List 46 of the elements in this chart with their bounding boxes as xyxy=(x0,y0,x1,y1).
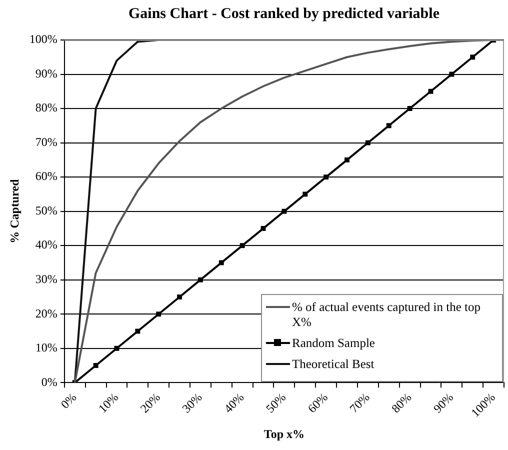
y-axis-title: % Captured xyxy=(7,178,22,244)
point xyxy=(470,54,476,60)
point xyxy=(344,157,350,162)
point xyxy=(407,106,412,111)
y-tick-label: 90% xyxy=(35,66,58,80)
x-tick-label: 60% xyxy=(304,390,330,416)
point xyxy=(386,123,392,128)
point xyxy=(449,72,454,77)
point xyxy=(93,363,98,368)
x-tick-label: 0% xyxy=(58,390,80,412)
legend-label: Random Sample xyxy=(292,336,375,351)
x-tick-label: 30% xyxy=(179,390,205,416)
point xyxy=(240,243,245,248)
x-tick-label: 70% xyxy=(346,390,372,416)
chart-title: Gains Chart - Cost ranked by predicted variable xyxy=(128,6,440,23)
point xyxy=(260,226,266,231)
y-tick-label: 70% xyxy=(35,134,58,149)
legend-label: % of actual events captured in the top X% xyxy=(292,300,482,330)
y-tick-label: 100% xyxy=(29,32,58,46)
point xyxy=(218,260,224,266)
x-tick-label: 80% xyxy=(388,390,414,416)
x-tick-label: 10% xyxy=(96,390,122,416)
point xyxy=(302,192,308,197)
y-tick-label: 20% xyxy=(35,306,58,320)
point xyxy=(428,88,434,94)
y-tick-label: 0% xyxy=(41,374,58,389)
point xyxy=(282,208,287,214)
point xyxy=(177,294,182,300)
x-tick-label: 40% xyxy=(221,390,247,416)
point xyxy=(156,312,162,317)
x-axis-title: Top x% xyxy=(264,426,304,441)
legend-label: Theoretical Best xyxy=(292,356,374,372)
y-tick-label: 50% xyxy=(35,203,58,218)
point xyxy=(365,140,370,146)
x-tick-label: 20% xyxy=(137,390,163,416)
point xyxy=(114,346,120,351)
x-tick-label: 90% xyxy=(430,390,456,416)
point xyxy=(324,174,329,180)
y-tick-label: 10% xyxy=(35,340,58,355)
y-tick-label: 80% xyxy=(35,100,58,115)
y-tick-label: 60% xyxy=(35,169,58,184)
point xyxy=(135,328,140,334)
y-tick-label: 30% xyxy=(35,272,58,286)
point xyxy=(198,277,203,282)
x-tick-label: 50% xyxy=(263,390,289,416)
y-tick-label: 40% xyxy=(35,238,58,252)
